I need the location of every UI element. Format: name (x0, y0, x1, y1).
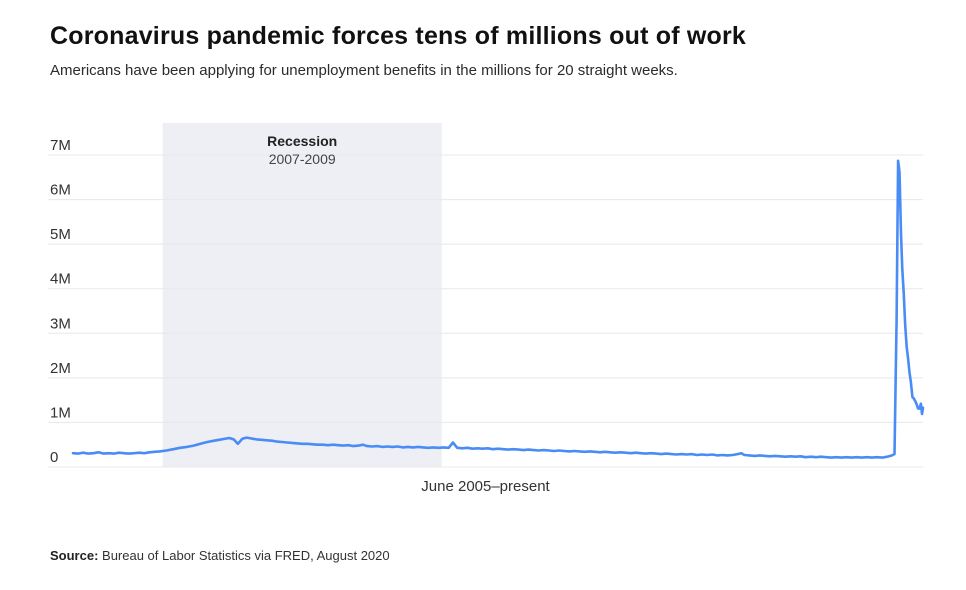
y-tick-label: 4M (50, 271, 71, 288)
page-title: Coronavirus pandemic forces tens of mill… (50, 22, 747, 50)
recession-label: Recession (267, 133, 337, 149)
chart-svg: 7M 6M 5M 4M 3M 2M 1M 0 Recession 2007-2009 (48, 123, 925, 468)
source-note: Source: Bureau of Labor Statistics via F… (50, 548, 390, 563)
y-tick-label: 5M (50, 226, 71, 243)
x-axis-label: June 2005–present (421, 478, 550, 495)
recession-band (162, 123, 442, 467)
y-tick-label: 0 (50, 449, 58, 466)
source-text: Bureau of Labor Statistics via FRED, Aug… (98, 548, 390, 563)
claims-line (71, 159, 925, 459)
y-tick-label: 3M (50, 315, 71, 332)
y-tick-label: 2M (50, 360, 71, 377)
y-tick-label: 1M (50, 404, 71, 421)
recession-sublabel: 2007-2009 (269, 151, 336, 167)
source-label: Source: (50, 548, 99, 563)
y-tick-label: 7M (50, 137, 71, 154)
chart-area: 7M 6M 5M 4M 3M 2M 1M 0 Recession 2007-2009 (0, 110, 966, 480)
y-tick-label: 6M (50, 182, 71, 199)
page-subtitle: Americans have been applying for unemplo… (50, 62, 678, 79)
